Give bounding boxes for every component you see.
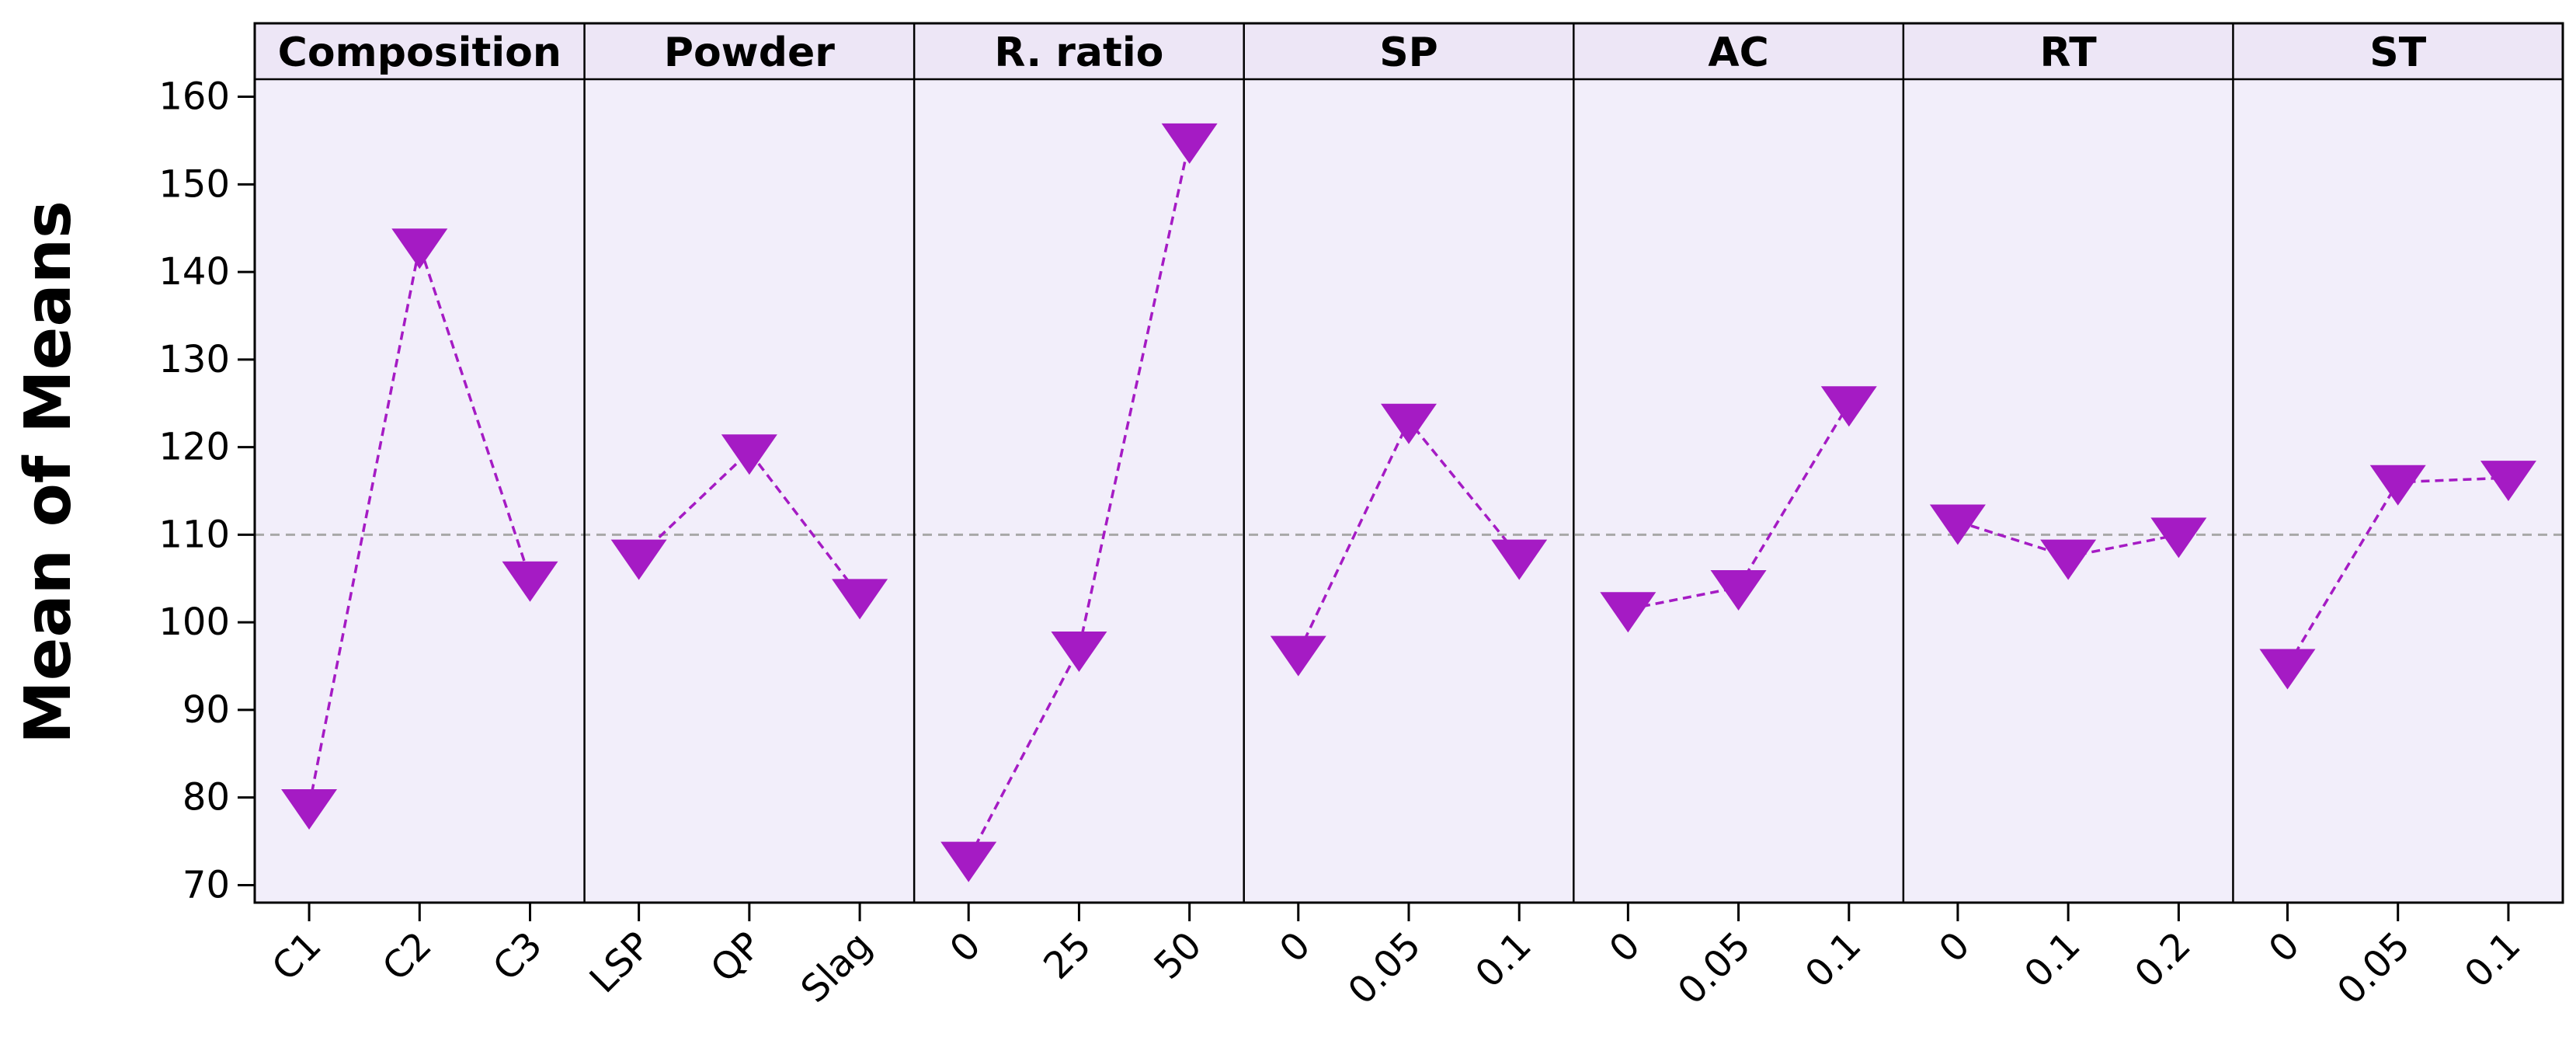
data-point	[1820, 386, 1877, 427]
panel-title: RT	[2040, 30, 2098, 76]
data-point	[1051, 631, 1107, 672]
panel-title: AC	[1708, 30, 1768, 76]
x-tick-label: C2	[374, 924, 440, 990]
series-line	[638, 449, 861, 597]
data-point	[281, 788, 338, 830]
y-tick-label: 70	[183, 863, 230, 907]
y-tick-label: 110	[158, 513, 230, 556]
data-point	[2150, 517, 2207, 559]
series-line	[308, 240, 532, 807]
y-tick-label: 150	[158, 162, 230, 206]
data-point	[721, 434, 777, 475]
y-tick-label: 100	[158, 600, 230, 644]
data-point	[391, 228, 448, 270]
x-tick-label: 0.05	[2329, 924, 2418, 1013]
x-tick-label: 0.1	[2016, 924, 2089, 997]
y-tick-label: 140	[158, 250, 230, 294]
panel-title: Powder	[664, 30, 835, 76]
data-point	[1929, 504, 1986, 545]
data-point	[1600, 592, 1656, 633]
panel-title: R. ratio	[994, 30, 1163, 76]
x-tick-label: 0.1	[2456, 924, 2529, 997]
x-tick-label: C1	[264, 924, 330, 990]
x-tick-label: 0.1	[1797, 924, 1870, 997]
data-point	[1381, 403, 1437, 444]
data-point	[1710, 570, 1767, 611]
data-point	[2040, 539, 2097, 580]
x-tick-label: 0.2	[2126, 924, 2199, 997]
panel-title: ST	[2369, 30, 2426, 76]
y-tick-label: 90	[183, 688, 230, 732]
x-tick-label: 0	[1271, 924, 1319, 971]
data-point	[1270, 635, 1326, 677]
y-tick-label: 80	[183, 776, 230, 820]
x-tick-label: QP	[703, 924, 770, 991]
y-tick-label: 120	[158, 426, 230, 469]
y-axis-label: Mean of Means	[12, 200, 85, 744]
panel-title: Composition	[278, 30, 561, 76]
data-point	[832, 579, 888, 620]
y-tick-label: 160	[158, 75, 230, 119]
y-tick-label: 130	[158, 338, 230, 381]
x-tick-label: C3	[485, 924, 551, 990]
x-tick-label: 0.1	[1467, 924, 1540, 997]
data-point	[502, 561, 558, 602]
x-tick-label: 0.05	[1340, 924, 1429, 1013]
x-tick-label: 0	[941, 924, 989, 971]
plot-frame	[253, 22, 2564, 904]
plot-area	[255, 79, 2563, 903]
x-tick-label: 25	[1035, 924, 1100, 988]
data-point	[1161, 123, 1218, 164]
x-tick-label: 50	[1145, 924, 1210, 988]
x-tick-label: 0	[1601, 924, 1649, 971]
x-tick-label: 0	[1931, 924, 1978, 971]
x-tick-label: 0	[2261, 924, 2308, 971]
x-tick-label: 0.05	[1670, 924, 1759, 1013]
panel-header-strip	[255, 23, 2563, 79]
x-tick-label: Slag	[793, 924, 881, 1011]
panel-title: SP	[1379, 30, 1438, 76]
data-point	[2259, 649, 2316, 690]
data-point	[2480, 461, 2536, 502]
x-tick-label: LSP	[582, 924, 660, 1002]
data-point	[610, 539, 667, 580]
data-point	[2369, 465, 2426, 506]
data-point	[1491, 539, 1548, 580]
data-point	[940, 841, 997, 882]
